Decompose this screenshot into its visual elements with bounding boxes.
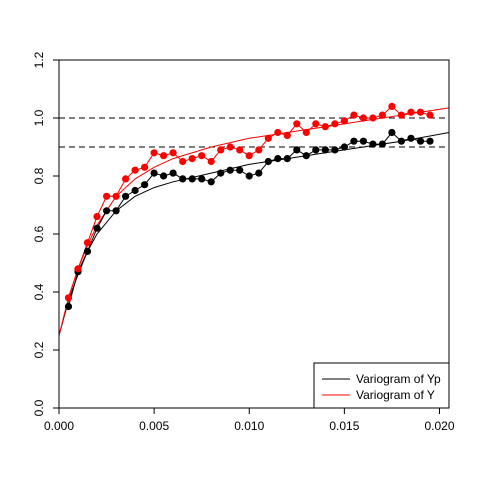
point-variogram-of-yp <box>236 166 244 174</box>
point-variogram-of-y <box>226 143 234 151</box>
point-variogram-of-y <box>407 108 415 116</box>
point-variogram-of-yp <box>169 169 177 177</box>
point-variogram-of-yp <box>407 134 415 142</box>
point-variogram-of-yp <box>245 172 253 180</box>
y-tick-label: 0.2 <box>32 341 46 358</box>
x-tick-label: 0.000 <box>44 419 74 433</box>
point-variogram-of-yp <box>388 128 396 137</box>
point-variogram-of-yp <box>103 207 111 215</box>
point-variogram-of-yp <box>331 146 339 154</box>
point-variogram-of-yp <box>378 140 386 148</box>
point-variogram-of-y <box>198 152 206 160</box>
point-variogram-of-y <box>64 294 73 302</box>
x-tick-label: 0.005 <box>139 419 169 433</box>
point-variogram-of-yp <box>264 157 272 166</box>
point-variogram-of-y <box>122 175 130 183</box>
point-variogram-of-yp <box>321 146 329 154</box>
point-variogram-of-y <box>93 213 101 221</box>
point-variogram-of-y <box>426 111 434 119</box>
point-variogram-of-y <box>416 108 425 116</box>
point-variogram-of-yp <box>312 146 320 154</box>
point-variogram-of-yp <box>359 137 367 145</box>
point-variogram-of-yp <box>397 137 405 145</box>
point-variogram-of-y <box>350 111 358 119</box>
point-variogram-of-yp <box>188 175 196 183</box>
point-variogram-of-yp <box>350 137 358 145</box>
point-variogram-of-y <box>331 120 339 128</box>
point-variogram-of-y <box>188 155 196 163</box>
point-variogram-of-y <box>378 111 386 119</box>
point-variogram-of-y <box>369 114 377 122</box>
point-variogram-of-yp <box>369 140 377 148</box>
data-points <box>64 102 434 311</box>
point-variogram-of-yp <box>340 143 348 151</box>
point-variogram-of-y <box>245 152 253 160</box>
point-variogram-of-y <box>131 166 139 174</box>
point-variogram-of-yp <box>283 155 291 163</box>
point-variogram-of-yp <box>131 186 139 195</box>
point-variogram-of-y <box>264 134 272 142</box>
point-variogram-of-yp <box>64 302 73 311</box>
y-tick-label: 0.4 <box>32 283 46 300</box>
y-axis: 0.0 0.2 0.4 0.6 0.8 1.0 1.2 <box>32 51 59 416</box>
point-variogram-of-yp <box>83 247 92 255</box>
point-variogram-of-yp <box>150 169 158 177</box>
legend: Variogram of Yp Variogram of Y <box>313 362 450 409</box>
point-variogram-of-yp <box>207 178 215 186</box>
point-variogram-of-y <box>83 239 92 247</box>
point-variogram-of-y <box>179 157 187 166</box>
point-variogram-of-y <box>169 149 177 157</box>
x-tick-label: 0.020 <box>424 419 454 433</box>
point-variogram-of-y <box>141 163 149 171</box>
point-variogram-of-y <box>74 265 82 273</box>
point-variogram-of-y <box>103 192 111 200</box>
point-variogram-of-y <box>255 146 263 154</box>
point-variogram-of-y <box>397 111 405 119</box>
point-variogram-of-y <box>302 128 310 137</box>
point-variogram-of-y <box>293 120 301 128</box>
point-variogram-of-y <box>340 117 348 125</box>
point-variogram-of-y <box>388 102 396 110</box>
point-variogram-of-yp <box>93 224 101 232</box>
y-tick-label: 0.0 <box>32 399 46 416</box>
point-variogram-of-yp <box>122 192 130 200</box>
point-variogram-of-yp <box>179 175 187 183</box>
point-variogram-of-yp <box>255 169 263 177</box>
y-tick-label: 0.8 <box>32 167 46 184</box>
y-tick-label: 1.2 <box>32 51 46 68</box>
y-tick-label: 1.0 <box>32 109 46 126</box>
x-axis: 0.000 0.005 0.010 0.015 0.020 <box>44 408 455 433</box>
point-variogram-of-y <box>283 131 291 139</box>
point-variogram-of-y <box>217 146 225 154</box>
point-variogram-of-yp <box>226 166 234 174</box>
x-tick-label: 0.015 <box>329 419 359 433</box>
point-variogram-of-yp <box>416 137 425 145</box>
legend-label-yp: Variogram of Yp <box>356 372 441 386</box>
point-variogram-of-yp <box>293 146 301 154</box>
point-variogram-of-y <box>359 114 367 122</box>
point-variogram-of-y <box>150 149 158 157</box>
point-variogram-of-yp <box>141 181 149 189</box>
point-variogram-of-yp <box>217 169 225 177</box>
point-variogram-of-yp <box>198 175 206 183</box>
point-variogram-of-yp <box>112 207 120 215</box>
legend-box <box>313 362 450 409</box>
point-variogram-of-yp <box>302 152 310 160</box>
point-variogram-of-yp <box>426 137 434 145</box>
point-variogram-of-y <box>312 120 320 128</box>
point-variogram-of-yp <box>274 155 282 163</box>
point-variogram-of-yp <box>160 172 168 180</box>
point-variogram-of-y <box>207 157 215 166</box>
point-variogram-of-y <box>321 123 329 131</box>
x-tick-label: 0.010 <box>234 419 264 433</box>
point-variogram-of-y <box>160 152 168 160</box>
point-variogram-of-y <box>112 192 120 200</box>
legend-label-y: Variogram of Y <box>356 388 435 402</box>
point-variogram-of-y <box>236 146 244 154</box>
y-tick-label: 0.6 <box>32 225 46 242</box>
point-variogram-of-y <box>274 128 282 137</box>
